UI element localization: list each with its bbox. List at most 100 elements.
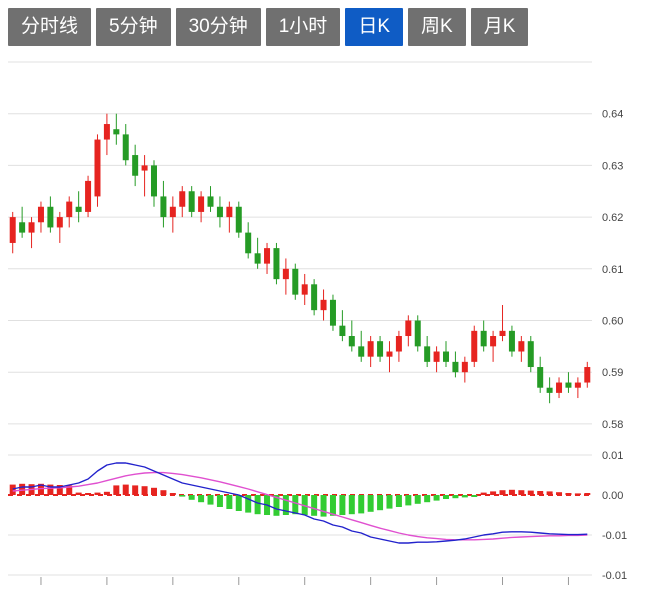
macd-bar (556, 492, 563, 495)
svg-text:0.59: 0.59 (602, 367, 623, 379)
tab-30min[interactable]: 30分钟 (175, 8, 261, 46)
candle-body (188, 191, 195, 212)
svg-text:0.58: 0.58 (602, 419, 623, 431)
candle-body (348, 336, 355, 347)
tab-weekly-k[interactable]: 周K (408, 8, 466, 46)
macd-bar (565, 493, 572, 495)
macd-bar (188, 495, 195, 500)
candle-body (85, 180, 92, 212)
macd-bar (367, 495, 374, 512)
kline-chart-area[interactable]: 0.64 0.63 0.62 0.61 0.60 0.59 0.58 0.01 0.00 -0.0… (0, 48, 648, 588)
candle-body (320, 299, 327, 311)
macd-bar (405, 495, 412, 506)
macd-bar (66, 485, 73, 495)
candle-body (292, 268, 299, 295)
macd-bar (574, 493, 581, 495)
candle-body (461, 361, 468, 373)
dea-line (12, 471, 588, 541)
candle-body (141, 165, 148, 171)
x-axis-ticks (40, 577, 569, 585)
candle-body (527, 341, 534, 368)
candle-body (471, 330, 478, 362)
macd-bar (160, 490, 167, 495)
macd-bar (254, 495, 261, 515)
candle-body (94, 139, 101, 197)
candle-body (226, 206, 233, 218)
candle-body (311, 284, 318, 311)
candle-body (66, 201, 73, 218)
tab-5min[interactable]: 5分钟 (96, 8, 171, 46)
candle-body (358, 346, 365, 357)
macd-bar (103, 491, 110, 495)
candle-body (37, 206, 44, 223)
tab-1hour[interactable]: 1小时 (265, 8, 341, 46)
macd-bar (169, 493, 176, 495)
candle-body (546, 387, 553, 393)
macd-bar (151, 487, 157, 495)
svg-text:0.00: 0.00 (602, 490, 623, 502)
candle-body (9, 217, 16, 243)
macd-bar (499, 490, 506, 495)
svg-text:-0.01: -0.01 (602, 530, 627, 542)
candle-body (584, 367, 591, 383)
macd-bar (424, 495, 431, 503)
candle-body (254, 253, 261, 264)
price-axis-labels: 0.64 0.63 0.62 0.61 0.60 0.59 0.58 (602, 109, 623, 431)
macd-bar (320, 495, 327, 517)
tab-daily-k[interactable]: 日K (345, 8, 403, 46)
macd-bar (113, 485, 120, 495)
macd-bar (122, 484, 129, 495)
macd-bar (490, 491, 497, 495)
macd-bar (94, 492, 101, 495)
macd-bar (358, 495, 365, 514)
macd-bar (452, 495, 459, 499)
candle-body (273, 248, 280, 280)
candle-body (245, 232, 252, 254)
svg-text:-0.01: -0.01 (602, 570, 627, 582)
candle-body (433, 351, 440, 362)
macd-bar (471, 495, 478, 497)
candle-body (518, 341, 525, 352)
macd-bar (132, 485, 139, 495)
macd-bar (56, 485, 63, 495)
candle-body (301, 284, 308, 295)
candle-body (508, 330, 515, 352)
candle-body (480, 330, 487, 347)
candle-body (377, 341, 384, 357)
candle-body (443, 351, 449, 362)
macd-bar (386, 495, 393, 509)
macd-bar (461, 495, 468, 498)
macd-bar (207, 495, 214, 505)
candle-body (452, 361, 459, 373)
candle-body (395, 336, 402, 352)
macd-bar (414, 495, 421, 504)
candle-body (169, 206, 176, 218)
macd-bar (480, 492, 487, 495)
candle-body (19, 222, 26, 233)
macd-bar (546, 491, 553, 495)
macd-bar (235, 495, 242, 511)
macd-bar (273, 495, 280, 516)
candle-body (574, 382, 581, 388)
macd-bar (377, 495, 384, 511)
candle-body (490, 336, 497, 347)
svg-text:0.64: 0.64 (602, 109, 623, 121)
macd-bar (508, 489, 515, 495)
candle-body (47, 206, 54, 228)
candle-body (113, 129, 120, 135)
candle-body (282, 268, 289, 280)
tab-minute-line[interactable]: 分时线 (8, 8, 92, 46)
candle-body (386, 351, 393, 357)
macd-bar (311, 495, 318, 516)
candle-body (28, 222, 35, 233)
macd-bar (37, 483, 44, 495)
macd-bar (329, 495, 336, 516)
tab-monthly-k[interactable]: 月K (470, 8, 529, 46)
macd-bar (245, 495, 252, 513)
svg-text:0.60: 0.60 (602, 316, 623, 328)
candle-body (56, 217, 63, 228)
svg-text:0.61: 0.61 (602, 264, 623, 276)
svg-text:0.63: 0.63 (602, 160, 623, 172)
macd-bar (301, 495, 308, 515)
candle-body (565, 382, 572, 388)
